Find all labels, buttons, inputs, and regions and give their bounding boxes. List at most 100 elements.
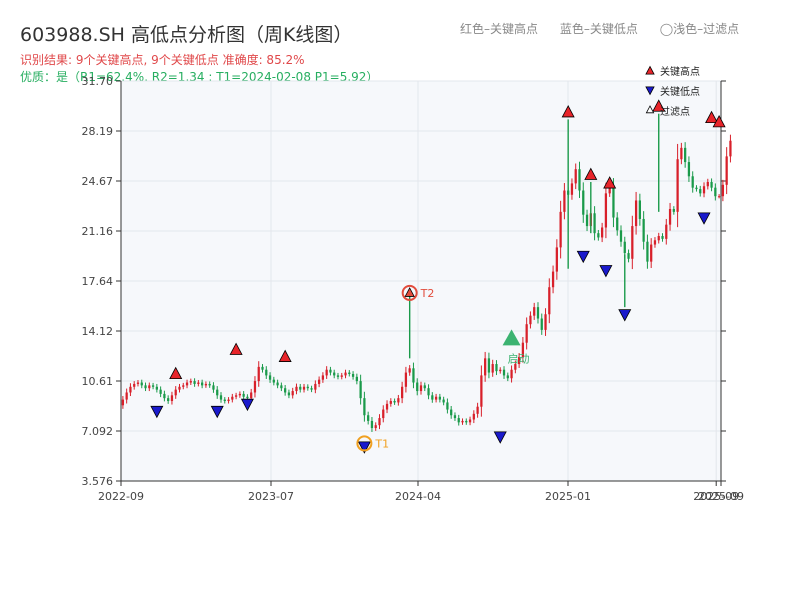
candle-body [559,211,562,248]
candle-body [423,385,426,389]
candle-body [646,241,649,262]
candle-body [231,396,234,400]
candle-body [510,369,513,379]
candle-body [174,389,177,396]
y-tick-label: 17.64 [82,275,114,288]
candle-body [246,396,249,399]
candle-body [163,393,166,399]
candle-body [272,379,275,383]
candle-body [427,388,430,396]
candle-body [348,372,351,374]
result-summary: 识别结果: 9个关键高点, 9个关键低点 准确度: 85.2% [20,53,305,67]
y-tick-label: 28.19 [82,125,114,138]
candle-body [317,379,321,384]
t2-label: T2 [420,287,435,300]
candle-body [333,372,336,376]
key-high-marker [169,366,183,380]
legend-blue-text: 蓝色–关键低点 [559,22,638,36]
candle-body [363,398,366,416]
candle-body [517,356,521,365]
candle-body [717,196,721,198]
key-high-marker [278,349,292,362]
candle-body [167,398,170,402]
candle-body [261,366,264,370]
y-tick-label: 3.576 [82,475,114,488]
key-high-marker [603,176,617,189]
candle-body [336,375,340,377]
candle-body [687,162,691,177]
candle-body [397,398,400,403]
candle-body [227,399,230,402]
candle-body [438,396,441,400]
candle-body [468,419,472,423]
x-tick-label: 2024-04 [395,490,441,503]
key-low-marker [357,441,371,454]
candle-body [502,369,506,376]
candle-body [574,169,577,184]
candle-body [680,147,683,160]
candle-body [431,395,434,400]
candle-body [551,271,555,288]
candle-body [370,420,374,429]
candle-body [638,200,641,219]
key-low-marker [493,431,507,444]
candle-body [457,418,460,423]
candle-body [484,358,487,376]
candle-body [404,372,408,387]
candle-body [393,401,396,403]
candle-body [129,386,132,393]
candle-body [265,369,268,376]
candle-body [521,342,525,357]
key-high-marker [561,105,575,118]
key-high-marker [584,167,598,180]
candle-body [533,307,536,316]
candle-body [721,184,725,197]
candle-body [197,382,200,384]
candle-body [491,364,494,373]
candle-body [276,382,279,386]
candle-body [193,381,196,384]
candle-body [412,368,415,383]
launch-label: 启动 [508,352,530,365]
candle-body [476,406,479,414]
candle-body [219,395,223,400]
key-low-marker [697,212,711,225]
legend-high-icon [645,65,655,75]
candle-body [642,218,645,242]
candle-body [401,386,404,399]
candle-body [189,381,192,383]
key-low-marker [576,250,590,264]
candle-body [616,217,619,231]
candle-body [499,369,502,372]
candle-body [661,236,664,239]
candle-body [540,318,543,330]
candle-body [601,227,604,238]
candle-body [223,399,226,402]
candle-body [472,413,475,420]
key-high-marker [652,99,666,112]
y-tick-label: 24.67 [82,175,114,188]
candle-body [461,420,464,423]
candle-body [706,181,709,187]
candle-body [695,187,698,190]
candle-body [136,382,140,384]
candle-body [155,386,158,390]
key-high-marker [705,110,719,124]
candle-body [310,388,313,390]
t2-circle [401,284,418,301]
candle-body [597,233,600,238]
candle-body [593,213,596,234]
candle-body [446,402,449,410]
t1-label: T1 [374,437,389,450]
candle-body [665,224,668,239]
candle-body [657,236,660,241]
candle-body [351,373,355,377]
candle-body [416,382,419,392]
candle-body [216,389,219,396]
key-low-marker [150,405,164,419]
chart-title: 603988.SH 高低点分析图（周K线图） [20,24,353,46]
candle-body [668,209,672,225]
candle-body [314,383,317,390]
candle-body [159,389,162,394]
key-low-marker [618,309,632,322]
